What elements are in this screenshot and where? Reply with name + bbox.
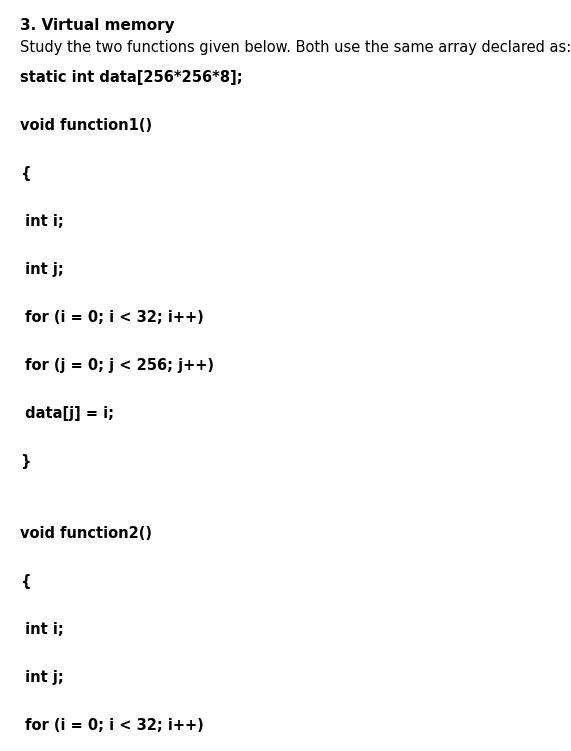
Text: Study the two functions given below. Both use the same array declared as:: Study the two functions given below. Bot…	[20, 40, 571, 55]
Text: for (j = 0; j < 256; j++): for (j = 0; j < 256; j++)	[20, 358, 214, 373]
Text: static int data[256*256*8];: static int data[256*256*8];	[20, 70, 243, 85]
Text: int i;: int i;	[20, 214, 64, 229]
Text: void function2(): void function2()	[20, 526, 152, 541]
Text: for (i = 0; i < 32; i++): for (i = 0; i < 32; i++)	[20, 718, 204, 733]
Text: for (i = 0; i < 32; i++): for (i = 0; i < 32; i++)	[20, 310, 204, 325]
Text: void function1(): void function1()	[20, 118, 152, 133]
Text: {: {	[20, 166, 30, 181]
Text: int i;: int i;	[20, 622, 64, 637]
Text: data[j] = i;: data[j] = i;	[20, 406, 114, 421]
Text: int j;: int j;	[20, 262, 64, 277]
Text: }: }	[20, 454, 30, 469]
Text: {: {	[20, 574, 30, 589]
Text: 3. Virtual memory: 3. Virtual memory	[20, 18, 175, 33]
Text: int j;: int j;	[20, 670, 64, 685]
